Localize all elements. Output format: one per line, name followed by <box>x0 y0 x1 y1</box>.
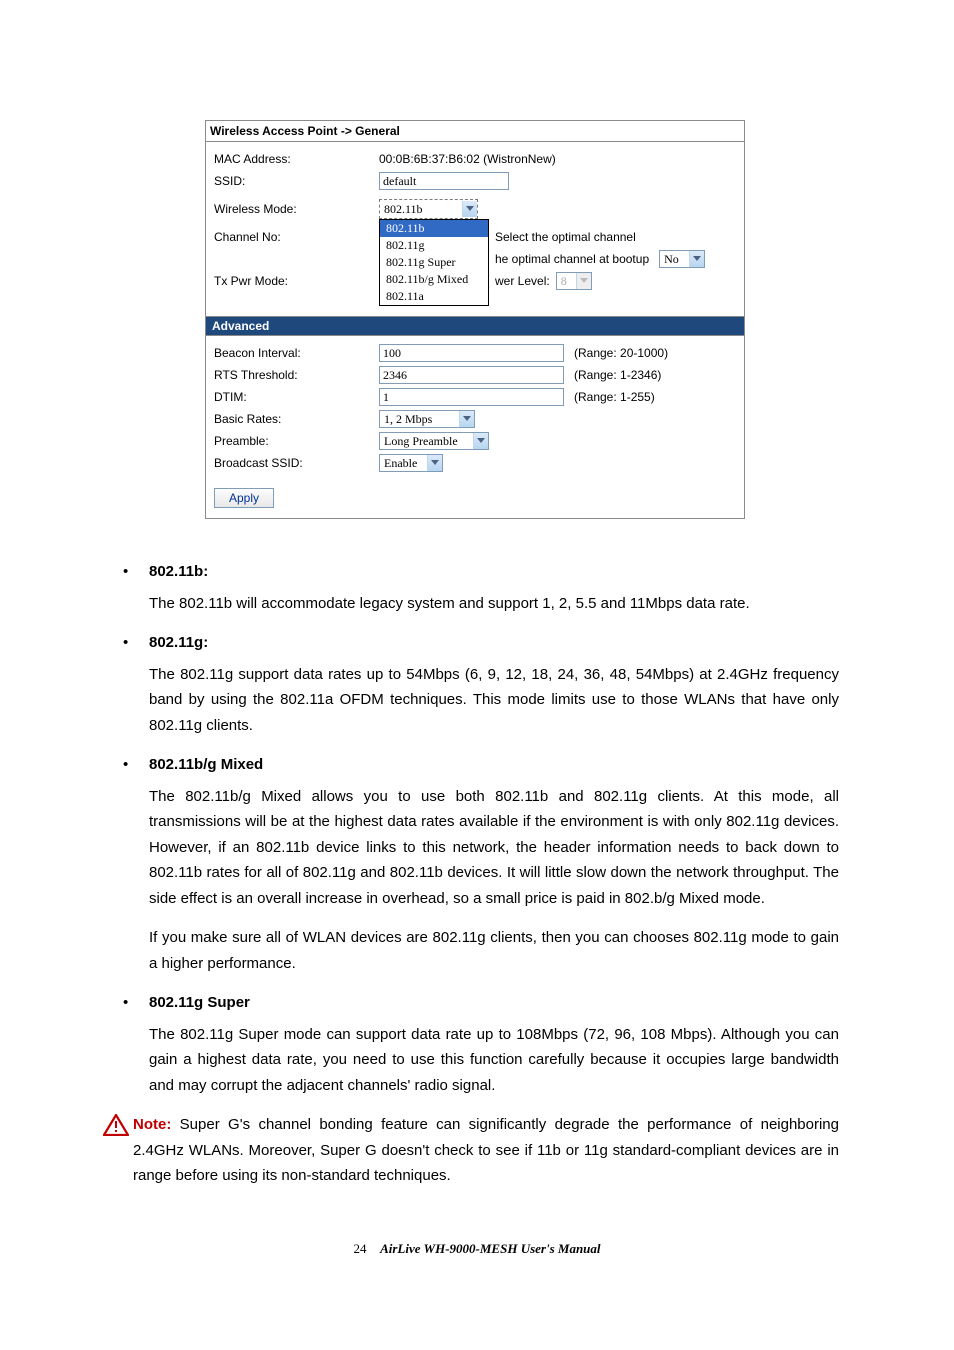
dtim-input[interactable] <box>379 388 564 406</box>
mac-label: MAC Address: <box>214 152 379 166</box>
chevron-down-icon <box>459 411 474 427</box>
ssid-label: SSID: <box>214 174 379 188</box>
desc-super: The 802.11g Super mode can support data … <box>149 1022 839 1099</box>
pwr-level-label: wer Level: <box>495 274 550 288</box>
txpwr-label: Tx Pwr Mode: <box>214 274 379 288</box>
wireless-mode-select[interactable]: 802.11b 802.11b 802.11g 802.11g Super 80… <box>379 199 478 219</box>
optimal-boot-label: he optimal channel at bootup <box>495 252 649 266</box>
rts-input[interactable] <box>379 366 564 384</box>
chevron-down-icon <box>689 251 704 267</box>
heading-80211g: 802.11g: <box>149 630 208 656</box>
channel-label: Channel No: <box>214 230 379 244</box>
mac-value: 00:0B:6B:37:B6:02 (WistronNew) <box>379 152 736 166</box>
bullet-icon: • <box>115 630 149 656</box>
footer-title: AirLive WH-9000-MESH User's Manual <box>380 1241 600 1256</box>
warning-icon <box>103 1114 129 1189</box>
ssid-input[interactable] <box>379 172 509 190</box>
beacon-input[interactable] <box>379 344 564 362</box>
rts-label: RTS Threshold: <box>214 368 379 382</box>
broadcast-ssid-select[interactable]: Enable <box>379 454 443 472</box>
preamble-label: Preamble: <box>214 434 379 448</box>
heading-super: 802.11g Super <box>149 990 250 1016</box>
basic-rates-label: Basic Rates: <box>214 412 379 426</box>
note-text: Note: Super G's channel bonding feature … <box>133 1112 839 1189</box>
desc-mixed: The 802.11b/g Mixed allows you to use bo… <box>149 784 839 912</box>
bullet-icon: • <box>115 752 149 778</box>
dropdown-item[interactable]: 802.11b/g Mixed <box>380 271 488 288</box>
note-body: Super G's channel bonding feature can si… <box>133 1116 839 1184</box>
heading-80211b: 802.11b: <box>149 559 208 585</box>
dropdown-item[interactable]: 802.11g <box>380 237 488 254</box>
broadcast-ssid-label: Broadcast SSID: <box>214 456 379 470</box>
config-screenshot: Wireless Access Point -> General MAC Add… <box>205 120 745 519</box>
beacon-range: (Range: 20-1000) <box>574 346 668 360</box>
heading-mixed: 802.11b/g Mixed <box>149 752 263 778</box>
preamble-select[interactable]: Long Preamble <box>379 432 489 450</box>
note-label: Note: <box>133 1116 171 1133</box>
dtim-range: (Range: 1-255) <box>574 390 655 404</box>
chevron-down-icon <box>462 201 477 217</box>
wireless-mode-value: 802.11b <box>380 202 427 217</box>
chevron-down-icon <box>473 433 488 449</box>
page-footer: 24 AirLive WH-9000-MESH User's Manual <box>115 1241 839 1257</box>
bullet-icon: • <box>115 559 149 585</box>
apply-button[interactable]: Apply <box>214 488 274 508</box>
channel-hint: Select the optimal channel <box>495 230 636 244</box>
desc-mixed-2: If you make sure all of WLAN devices are… <box>149 925 839 976</box>
bullet-icon: • <box>115 990 149 1016</box>
page-number: 24 <box>353 1241 366 1256</box>
dropdown-item[interactable]: 802.11a <box>380 288 488 305</box>
wireless-mode-dropdown[interactable]: 802.11b 802.11g 802.11g Super 802.11b/g … <box>379 219 489 306</box>
desc-80211b: The 802.11b will accommodate legacy syst… <box>149 591 839 617</box>
chevron-down-icon <box>427 455 442 471</box>
dropdown-item[interactable]: 802.11g Super <box>380 254 488 271</box>
dtim-label: DTIM: <box>214 390 379 404</box>
pwr-level-select: 8 <box>556 272 592 290</box>
chevron-down-icon <box>576 273 591 289</box>
beacon-label: Beacon Interval: <box>214 346 379 360</box>
wireless-mode-label: Wireless Mode: <box>214 202 379 216</box>
dropdown-item[interactable]: 802.11b <box>380 220 488 237</box>
section-title: Wireless Access Point -> General <box>206 121 744 142</box>
advanced-bar: Advanced <box>206 316 744 336</box>
rts-range: (Range: 1-2346) <box>574 368 661 382</box>
optimal-boot-select[interactable]: No <box>659 250 705 268</box>
desc-80211g: The 802.11g support data rates up to 54M… <box>149 662 839 739</box>
basic-rates-select[interactable]: 1, 2 Mbps <box>379 410 475 428</box>
